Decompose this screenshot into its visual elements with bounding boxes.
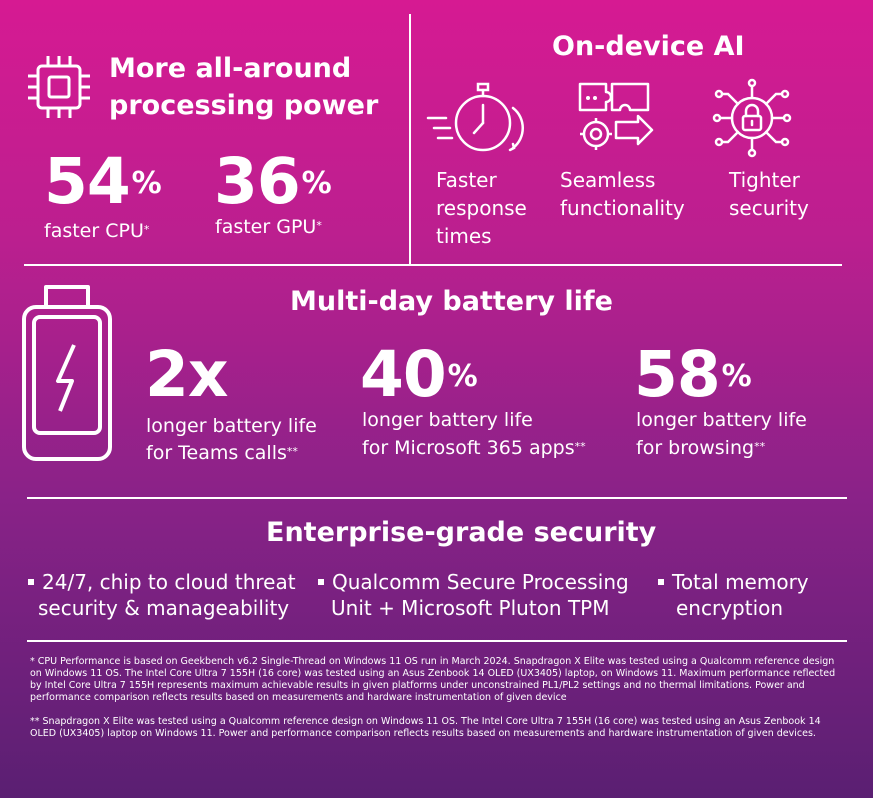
battery-stat3-value: 58% [634, 343, 752, 406]
bullet-icon [658, 579, 664, 585]
battery-stat2-value: 40% [360, 343, 478, 406]
security-item-spu-line2: Unit + Microsoft Pluton TPM [331, 596, 610, 620]
battery-stat3-number: 58 [634, 338, 721, 411]
battery-stat3-unit: % [721, 359, 752, 394]
battery-stat1-mark: ** [286, 445, 298, 458]
security-item-encryption-text1: Total memory [672, 570, 809, 594]
divider-bottom [27, 640, 847, 642]
cpu-chip-icon [28, 56, 90, 118]
ai-label-seamless: Seamless functionality [560, 168, 685, 220]
bullet-icon [28, 579, 34, 585]
battery-stat1-number: 2x [145, 338, 228, 411]
battery-stat1-line2-text: for Teams calls [146, 442, 287, 464]
processing-title-line2: processing power [109, 90, 379, 121]
battery-stat3-line2: for browsing** [636, 436, 765, 461]
gpu-stat-label: faster GPU* [215, 215, 322, 240]
ai-label-security: Tighter security [729, 168, 809, 220]
battery-stat2-line1: longer battery life [362, 409, 533, 431]
divider-vertical [409, 14, 411, 264]
security-item-threat-line2: security & manageability [38, 596, 290, 620]
footnote-cpu: * CPU Performance is based on Geekbench … [30, 656, 836, 703]
battery-stat2-number: 40 [360, 338, 447, 411]
security-title: Enterprise-grade security [266, 517, 657, 548]
battery-stat2-line2: for Microsoft 365 apps** [362, 436, 586, 461]
gpu-stat-value: 36% [214, 150, 332, 213]
divider-top [24, 264, 842, 266]
battery-stat1-line1: longer battery life [146, 415, 317, 437]
cpu-label: faster CPU [44, 220, 144, 242]
battery-title: Multi-day battery life [290, 286, 613, 317]
security-item-threat: 24/7, chip to cloud threat security & ma… [28, 569, 296, 621]
battery-stat3-line2-text: for browsing [636, 437, 755, 459]
cpu-value: 54 [44, 145, 131, 218]
cpu-stat-value: 54% [44, 150, 162, 213]
battery-stat3-line1: longer battery life [636, 409, 807, 431]
security-item-threat-line1: 24/7, chip to cloud threat [28, 569, 296, 595]
puzzle-gear-icon [578, 82, 654, 150]
security-item-encryption-line1: Total memory [658, 569, 809, 595]
security-item-threat-text1: 24/7, chip to cloud threat [42, 570, 296, 594]
battery-stat2-line2-text: for Microsoft 365 apps [362, 437, 575, 459]
stopwatch-icon [426, 82, 524, 152]
battery-bolt-icon [22, 285, 112, 461]
cpu-stat-label: faster CPU* [44, 219, 149, 244]
gpu-footnote-mark: * [316, 219, 322, 232]
security-item-encryption: Total memory encryption [658, 569, 809, 621]
cpu-footnote-mark: * [143, 223, 150, 236]
divider-middle [27, 497, 847, 499]
security-item-spu-line1: Qualcomm Secure Processing [318, 569, 629, 595]
battery-stat2-mark: ** [574, 440, 586, 453]
security-item-spu: Qualcomm Secure Processing Unit + Micros… [318, 569, 629, 621]
ai-label-faster-response: Faster response times [436, 168, 527, 248]
ai-title: On-device AI [552, 31, 745, 62]
battery-stat1-line2: for Teams calls** [146, 441, 298, 466]
battery-stat3-mark: ** [754, 440, 766, 453]
security-item-encryption-line2: encryption [676, 596, 784, 620]
gpu-value: 36 [214, 145, 301, 218]
security-item-spu-text1: Qualcomm Secure Processing [332, 570, 629, 594]
footnote-battery: ** Snapdragon X Elite was tested using a… [30, 716, 821, 739]
lock-circuit-icon [712, 78, 792, 158]
gpu-unit: % [301, 166, 332, 201]
battery-stat1-value: 2x [145, 343, 229, 406]
gpu-label: faster GPU [215, 216, 317, 238]
battery-stat2-unit: % [447, 359, 478, 394]
bullet-icon [318, 579, 324, 585]
processing-title-line1: More all-around [109, 53, 352, 84]
cpu-unit: % [131, 166, 162, 201]
